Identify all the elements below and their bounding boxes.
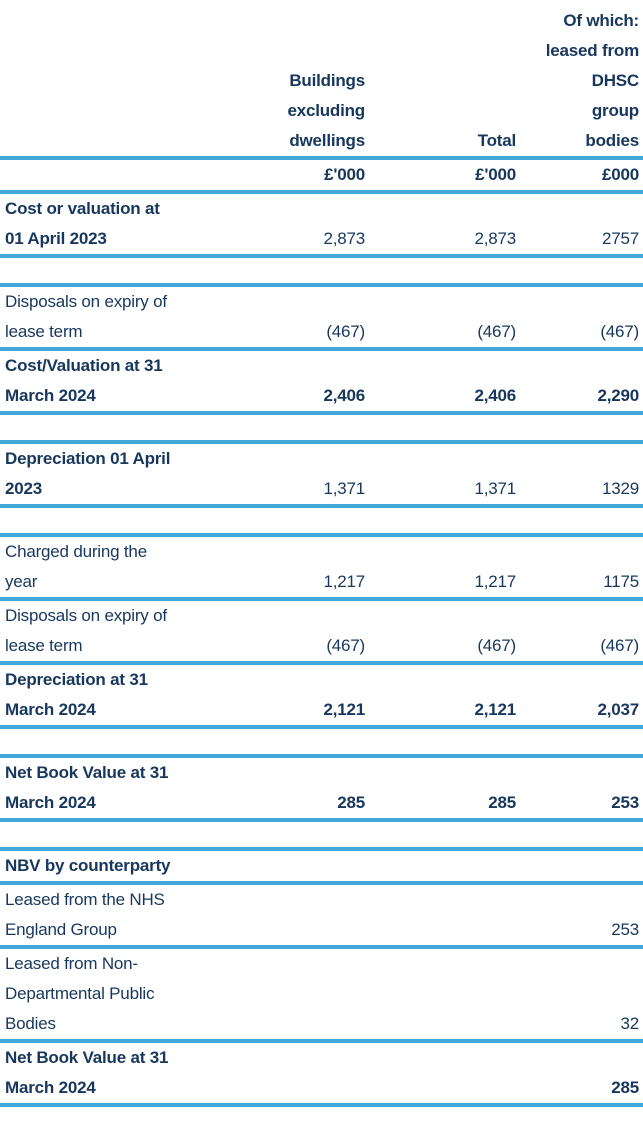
- units-col2: £'000: [324, 165, 365, 184]
- table-row: Leased from the NHS England Group 253: [0, 885, 643, 949]
- column-header-total: Total: [477, 131, 516, 150]
- row-label: Leased from the NHS England Group: [5, 890, 165, 939]
- row-label: Disposals on expiry of lease term: [5, 292, 167, 341]
- cell-value: 285: [488, 793, 516, 812]
- cell-value: (467): [477, 322, 516, 341]
- spacer-row: [0, 822, 643, 851]
- cell-value: 1,371: [323, 479, 365, 498]
- row-label: Charged during the year: [5, 542, 147, 591]
- cell-value: 1329: [601, 479, 639, 498]
- cell-value: 1,217: [323, 572, 365, 591]
- row-label: Cost or valuation at 01 April 2023: [5, 199, 160, 248]
- cell-value: 2,406: [474, 386, 516, 405]
- table-row: Cost or valuation at 01 April 2023 2,873 2…: [0, 194, 643, 258]
- table-row: Charged during the year 1,217 1,217 1175: [0, 537, 643, 601]
- spacer-row: [0, 508, 643, 537]
- cell-value: (467): [600, 636, 639, 655]
- row-label: Leased from Non- Departmental Public Bod…: [5, 954, 155, 1033]
- table-row: Depreciation 01 April 2023 1,371 1,371 1329: [0, 444, 643, 508]
- units-row: £'000 £'000 £000: [0, 160, 643, 194]
- table-row: Disposals on expiry of lease term (467) (4…: [0, 287, 643, 351]
- table-header-row: Buildings excluding dwellings Total Of w…: [0, 0, 643, 160]
- cell-value: 2,121: [474, 700, 516, 719]
- table-row: Cost/Valuation at 31 March 2024 2,406 2,40…: [0, 351, 643, 415]
- cell-value: (467): [326, 636, 365, 655]
- table-row: Net Book Value at 31 March 2024 285 285 253: [0, 758, 643, 822]
- column-header-buildings-excluding-dwellings: Buildings excluding dwellings: [287, 71, 365, 150]
- cell-value: 2,873: [474, 229, 516, 248]
- cell-value: (467): [600, 322, 639, 341]
- table-row: Leased from Non- Departmental Public Bod…: [0, 949, 643, 1043]
- units-col3: £'000: [475, 165, 516, 184]
- row-label: Net Book Value at 31 March 2024: [5, 1048, 169, 1097]
- units-col4: £000: [601, 165, 639, 184]
- cell-value: (467): [326, 322, 365, 341]
- cell-value: 285: [337, 793, 365, 812]
- cell-value: 2,873: [323, 229, 365, 248]
- cell-value: 2,121: [323, 700, 365, 719]
- row-label: Net Book Value at 31 March 2024: [5, 763, 169, 812]
- cell-value: 253: [611, 793, 639, 812]
- table-row: Depreciation at 31 March 2024 2,121 2,121 2…: [0, 665, 643, 729]
- row-label: Cost/Valuation at 31 March 2024: [5, 356, 163, 405]
- table-row: Net Book Value at 31 March 2024 285: [0, 1043, 643, 1107]
- table-row: NBV by counterparty: [0, 851, 643, 885]
- cell-value: 2,037: [597, 700, 639, 719]
- cell-value: 1,217: [474, 572, 516, 591]
- column-header-of-which-leased-from-dhsc: Of which: leased from DHSC group bodies: [545, 11, 639, 150]
- cell-value: 253: [611, 920, 639, 939]
- table-body: Cost or valuation at 01 April 2023 2,873 2…: [0, 194, 643, 1107]
- spacer-row: [0, 258, 643, 287]
- cell-value: 2,290: [597, 386, 639, 405]
- table-row: Disposals on expiry of lease term (467) (4…: [0, 601, 643, 665]
- row-label: Disposals on expiry of lease term: [5, 606, 167, 655]
- fixed-assets-table: Buildings excluding dwellings Total Of w…: [0, 0, 643, 1107]
- cell-value: 2,406: [323, 386, 365, 405]
- row-label: Depreciation at 31 March 2024: [5, 670, 148, 719]
- spacer-row: [0, 729, 643, 758]
- row-label: NBV by counterparty: [5, 856, 171, 875]
- cell-value: 32: [620, 1014, 639, 1033]
- cell-value: 1175: [603, 572, 639, 591]
- row-label: Depreciation 01 April 2023: [5, 449, 171, 498]
- cell-value: 1,371: [474, 479, 516, 498]
- cell-value: 2757: [601, 229, 639, 248]
- spacer-row: [0, 415, 643, 444]
- cell-value: (467): [477, 636, 516, 655]
- cell-value: 285: [611, 1078, 639, 1097]
